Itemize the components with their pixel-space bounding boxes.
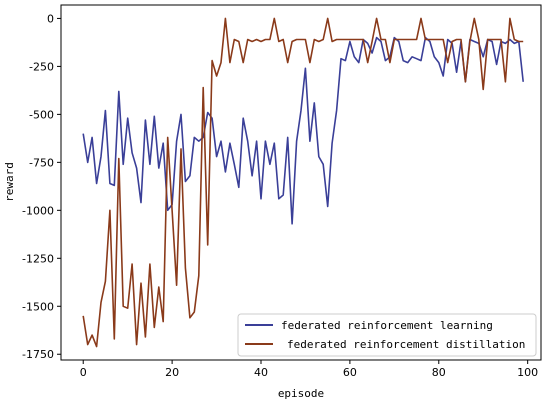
x-axis-label: episode [278, 387, 324, 400]
series-layer [82, 17, 524, 348]
y-tick-label: -1750 [22, 348, 54, 361]
plot-area [60, 4, 542, 361]
x-tick-label: 60 [343, 366, 357, 379]
x-tick-label: 80 [432, 366, 446, 379]
x-tick-label: 100 [517, 366, 538, 379]
legend-label-distillation: federated reinforcement distillation [287, 338, 525, 351]
x-tick-label: 0 [80, 366, 87, 379]
legend-label-learning: federated reinforcement learning [281, 319, 493, 332]
legend: federated reinforcement learning federat… [237, 313, 537, 357]
x-tick-label: 20 [165, 366, 179, 379]
y-tick-label: -1250 [22, 252, 54, 265]
series-line-distillation [82, 17, 524, 348]
legend-box [237, 313, 537, 357]
y-tick-label: -1000 [22, 204, 54, 217]
y-tick-label: -500 [29, 108, 54, 121]
x-axis-ticks: 0 20 40 60 80 100 [80, 360, 538, 379]
y-tick-label: 0 [47, 12, 54, 25]
y-tick-label: -750 [29, 156, 54, 169]
y-tick-label: -250 [29, 60, 54, 73]
series-line-learning [82, 36, 524, 225]
y-axis-label: reward [3, 162, 16, 202]
x-tick-label: 40 [254, 366, 268, 379]
y-axis-ticks: 0 -250 -500 -750 -1000 -1250 -1500 -1750 [22, 12, 61, 361]
y-tick-label: -1500 [22, 300, 54, 313]
